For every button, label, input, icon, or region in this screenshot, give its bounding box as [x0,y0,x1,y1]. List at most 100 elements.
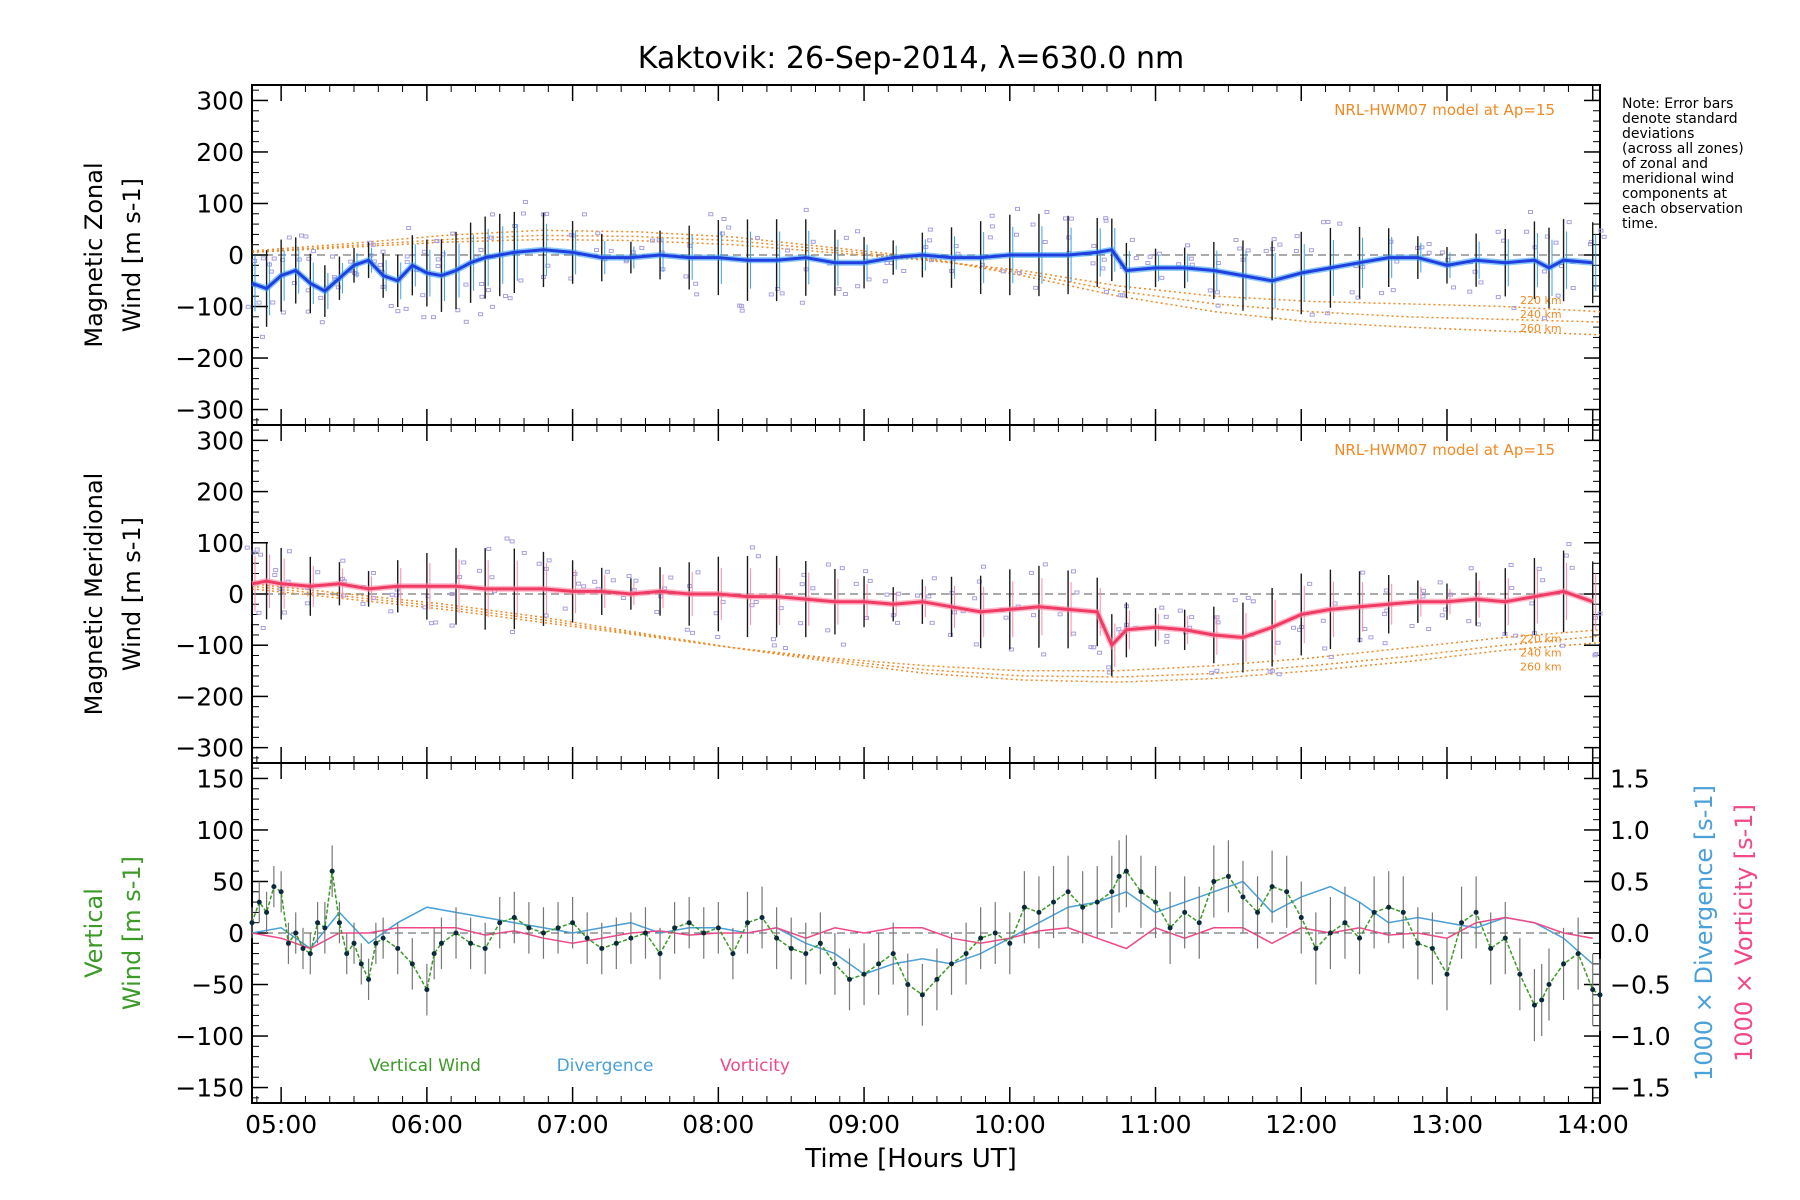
vertical-wind-point [992,930,998,936]
scatter-point [296,257,302,262]
vertical-wind-point [1357,935,1363,941]
vertical-wind-point [293,930,299,936]
x-tick-label: 08:00 [682,1110,754,1139]
vertical-wind-point [686,920,692,926]
scatter-point [929,620,935,625]
scatter-point [1382,641,1388,646]
scatter-point [1536,566,1542,571]
scatter-point [799,582,805,587]
scatter-point [1325,311,1331,316]
scatter-point [360,601,366,606]
scatter-point [1164,639,1170,644]
y-tick-label: 300 [196,86,244,115]
scatter-point [1042,240,1048,245]
y2-tick-label: −1.0 [1610,1022,1671,1051]
scatter-point [486,546,492,551]
vertical-wind-line [251,870,1601,1007]
scatter-point [626,574,632,579]
scatter-point [592,579,598,584]
vertical-wind-point [919,992,925,998]
scatter-point [803,207,809,212]
vertical-wind-point [1094,899,1100,905]
scatter-point [348,259,354,264]
y-axis-label: Wind [m s-1] [118,517,146,671]
scatter-point [388,303,394,308]
scatter-point [421,315,427,320]
scatter-point [895,620,901,625]
scatter-point [855,229,861,234]
scatter-point [1088,645,1094,650]
vertical-wind-point [1342,920,1348,926]
vertical-wind-point [431,951,437,957]
scatter-point [479,294,485,299]
scatter-point [1388,239,1394,244]
scatter-point [1448,592,1454,597]
scatter-point [421,249,427,254]
model-curve [251,238,1601,313]
scatter-point [1409,624,1415,629]
scatter-point [882,279,888,284]
y-axis-label: Magnetic Meridional [80,473,108,716]
y2-tick-label: −1.5 [1610,1074,1671,1103]
vertical-wind-point [1138,889,1144,895]
scatter-point [521,551,527,556]
scatter-point [1214,290,1220,295]
scatter-point [1250,599,1256,604]
scatter-point [914,593,920,598]
vertical-wind-point [890,951,896,957]
model-altitude-label: 240 km [1520,308,1562,321]
scatter-point [927,227,933,232]
scatter-point [1566,220,1572,225]
scatter-point [656,238,662,243]
vertical-wind-point [1539,997,1545,1003]
vertical-wind-point [1327,930,1333,936]
scatter-point [1100,266,1106,271]
scatter-point [404,260,410,265]
scatter-point [489,575,495,580]
scatter-point [1478,280,1484,285]
vertical-wind-point [1488,945,1494,951]
scatter-point [449,592,455,597]
note-line: denote standard [1622,111,1738,127]
x-axis-label: Time [Hours UT] [804,1144,1017,1174]
scatter-point [1031,613,1037,618]
scatter-point [593,248,599,253]
scatter-point [319,320,325,325]
scatter-point [810,239,816,244]
scatter-point [1569,565,1575,570]
vertical-wind-point [1313,945,1319,951]
scatter-point [1000,269,1006,274]
scatter-point [1232,598,1238,603]
scatter-point [304,601,310,606]
y-tick-label: 150 [196,764,244,793]
vertical-wind-point [1546,982,1552,988]
scatter-point [1320,618,1326,623]
vertical-wind-point [599,945,605,951]
x-tick-label: 14:00 [1557,1110,1629,1139]
scatter-point [630,250,636,255]
scatter-point [1267,669,1273,674]
scatter-point [1439,250,1445,255]
vertical-wind-point [511,915,517,921]
vertical-wind-point [642,930,648,936]
model-label: NRL-HWM07 model at Ap=15 [1334,101,1555,119]
y-tick-label: −300 [175,734,244,763]
vertical-wind-point [1007,940,1013,946]
vertical-wind-point [1109,889,1115,895]
vertical-wind-point [1597,992,1603,998]
model-label: NRL-HWM07 model at Ap=15 [1334,441,1555,459]
y2-axis-label-divergence: 1000 × Divergence [s-1] [1690,785,1718,1081]
vertical-wind-point [963,951,969,957]
scatter-point [1215,620,1221,625]
scatter-point [866,277,872,282]
scatter-point [884,592,890,597]
vertical-wind-point [264,909,270,915]
vertical-wind-point [832,961,838,967]
vertical-wind-point [861,971,867,977]
note-text: Note: Error bars denote standard deviation… [1622,96,1744,232]
vertical-wind-point [1444,971,1450,977]
model-curve [251,585,1601,678]
scatter-point [836,287,842,292]
vertical-wind-point [628,935,634,941]
y2-tick-label: 0.5 [1610,867,1650,896]
